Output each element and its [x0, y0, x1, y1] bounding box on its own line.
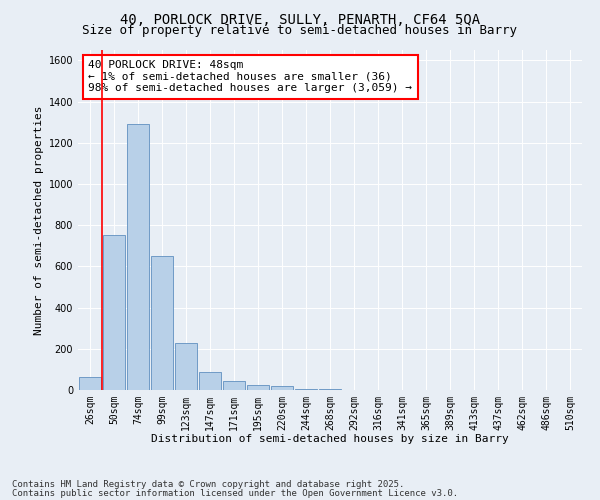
Bar — [151, 256, 173, 390]
Text: Size of property relative to semi-detached houses in Barry: Size of property relative to semi-detach… — [83, 24, 517, 37]
Bar — [295, 389, 317, 390]
Text: Contains HM Land Registry data © Crown copyright and database right 2025.: Contains HM Land Registry data © Crown c… — [12, 480, 404, 489]
Bar — [103, 236, 125, 390]
Text: Contains public sector information licensed under the Open Government Licence v3: Contains public sector information licen… — [12, 488, 458, 498]
Text: 40 PORLOCK DRIVE: 48sqm
← 1% of semi-detached houses are smaller (36)
98% of sem: 40 PORLOCK DRIVE: 48sqm ← 1% of semi-det… — [88, 60, 412, 94]
X-axis label: Distribution of semi-detached houses by size in Barry: Distribution of semi-detached houses by … — [151, 434, 509, 444]
Bar — [223, 380, 245, 390]
Y-axis label: Number of semi-detached properties: Number of semi-detached properties — [34, 106, 44, 335]
Bar — [247, 385, 269, 390]
Bar — [271, 386, 293, 390]
Bar — [199, 372, 221, 390]
Bar — [127, 124, 149, 390]
Bar — [175, 342, 197, 390]
Text: 40, PORLOCK DRIVE, SULLY, PENARTH, CF64 5QA: 40, PORLOCK DRIVE, SULLY, PENARTH, CF64 … — [120, 12, 480, 26]
Bar — [79, 376, 101, 390]
Bar — [319, 389, 341, 390]
